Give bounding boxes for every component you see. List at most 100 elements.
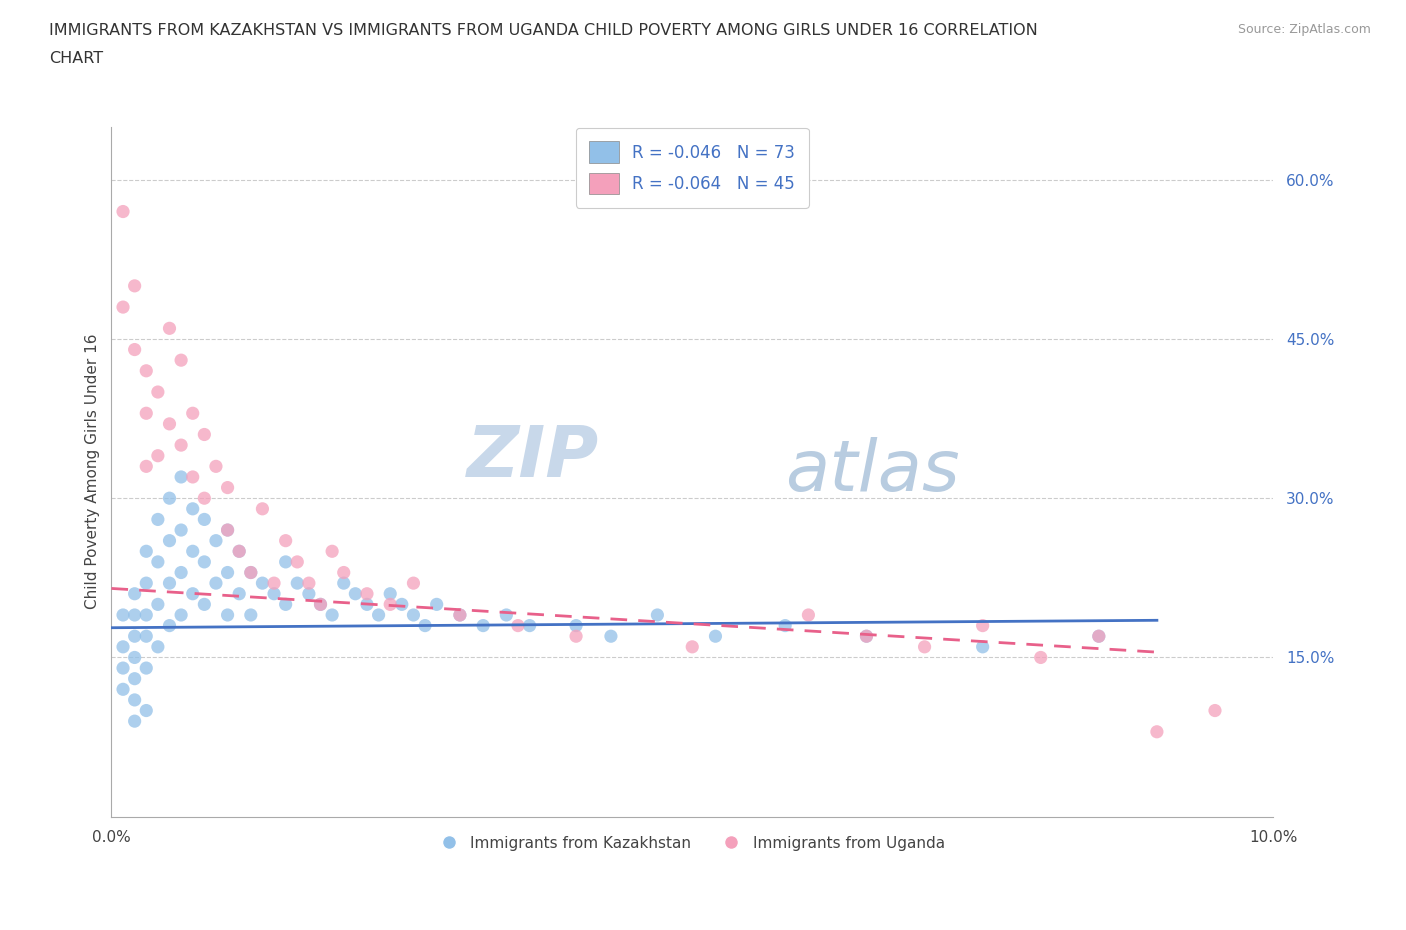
Point bbox=[112, 640, 135, 655]
Point bbox=[124, 629, 146, 644]
Point bbox=[146, 512, 169, 527]
Text: Source: ZipAtlas.com: Source: ZipAtlas.com bbox=[1237, 23, 1371, 36]
Point bbox=[135, 576, 157, 591]
Point bbox=[135, 703, 157, 718]
Point bbox=[146, 448, 169, 463]
Point bbox=[600, 629, 623, 644]
Point bbox=[914, 640, 936, 655]
Point bbox=[321, 607, 343, 622]
Point bbox=[135, 364, 157, 379]
Y-axis label: Child Poverty Among Girls Under 16: Child Poverty Among Girls Under 16 bbox=[86, 334, 100, 609]
Point bbox=[565, 629, 588, 644]
Point bbox=[855, 629, 877, 644]
Point bbox=[124, 693, 146, 708]
Point bbox=[274, 533, 297, 548]
Point bbox=[159, 491, 181, 506]
Point bbox=[855, 629, 877, 644]
Point bbox=[367, 607, 389, 622]
Text: IMMIGRANTS FROM KAZAKHSTAN VS IMMIGRANTS FROM UGANDA CHILD POVERTY AMONG GIRLS U: IMMIGRANTS FROM KAZAKHSTAN VS IMMIGRANTS… bbox=[49, 23, 1038, 38]
Point bbox=[972, 618, 994, 633]
Point bbox=[146, 640, 169, 655]
Point bbox=[449, 607, 471, 622]
Point bbox=[112, 204, 135, 219]
Point bbox=[773, 618, 796, 633]
Point bbox=[1088, 629, 1111, 644]
Point bbox=[146, 554, 169, 569]
Point bbox=[356, 586, 378, 601]
Point bbox=[159, 417, 181, 432]
Point bbox=[263, 586, 285, 601]
Point bbox=[146, 597, 169, 612]
Point bbox=[159, 533, 181, 548]
Point bbox=[124, 713, 146, 728]
Point bbox=[217, 565, 239, 580]
Point bbox=[193, 554, 215, 569]
Point bbox=[506, 618, 529, 633]
Point bbox=[797, 607, 820, 622]
Point bbox=[135, 544, 157, 559]
Point bbox=[972, 640, 994, 655]
Point bbox=[181, 501, 204, 516]
Point bbox=[252, 576, 274, 591]
Point bbox=[402, 576, 425, 591]
Point bbox=[239, 565, 262, 580]
Point bbox=[309, 597, 332, 612]
Legend: Immigrants from Kazakhstan, Immigrants from Uganda: Immigrants from Kazakhstan, Immigrants f… bbox=[433, 830, 950, 857]
Point bbox=[309, 597, 332, 612]
Point bbox=[704, 629, 727, 644]
Point bbox=[239, 607, 262, 622]
Point bbox=[228, 544, 250, 559]
Point bbox=[217, 523, 239, 538]
Text: ZIP: ZIP bbox=[467, 423, 599, 492]
Point bbox=[298, 586, 321, 601]
Point bbox=[1088, 629, 1111, 644]
Point bbox=[356, 597, 378, 612]
Point bbox=[298, 576, 321, 591]
Point bbox=[112, 682, 135, 697]
Point bbox=[193, 597, 215, 612]
Point bbox=[181, 470, 204, 485]
Point bbox=[380, 597, 402, 612]
Text: CHART: CHART bbox=[49, 51, 103, 66]
Point bbox=[344, 586, 367, 601]
Point bbox=[181, 586, 204, 601]
Point bbox=[193, 512, 215, 527]
Point bbox=[124, 671, 146, 686]
Point bbox=[217, 480, 239, 495]
Point bbox=[146, 385, 169, 400]
Point bbox=[170, 607, 193, 622]
Point bbox=[647, 607, 669, 622]
Point bbox=[159, 321, 181, 336]
Point bbox=[193, 427, 215, 442]
Point bbox=[159, 576, 181, 591]
Point bbox=[170, 523, 193, 538]
Point bbox=[124, 342, 146, 357]
Point bbox=[170, 438, 193, 453]
Point bbox=[402, 607, 425, 622]
Point bbox=[135, 660, 157, 675]
Point bbox=[449, 607, 471, 622]
Point bbox=[239, 565, 262, 580]
Point bbox=[1146, 724, 1168, 739]
Point bbox=[495, 607, 517, 622]
Point bbox=[217, 523, 239, 538]
Point bbox=[380, 586, 402, 601]
Point bbox=[159, 618, 181, 633]
Point bbox=[321, 544, 343, 559]
Point bbox=[124, 586, 146, 601]
Point bbox=[681, 640, 703, 655]
Point bbox=[193, 491, 215, 506]
Point bbox=[170, 565, 193, 580]
Point bbox=[332, 576, 354, 591]
Point bbox=[112, 660, 135, 675]
Point bbox=[170, 470, 193, 485]
Point bbox=[1204, 703, 1226, 718]
Point bbox=[205, 533, 228, 548]
Point bbox=[217, 607, 239, 622]
Point bbox=[274, 597, 297, 612]
Point bbox=[124, 607, 146, 622]
Point bbox=[124, 650, 146, 665]
Point bbox=[263, 576, 285, 591]
Point bbox=[519, 618, 541, 633]
Point bbox=[135, 607, 157, 622]
